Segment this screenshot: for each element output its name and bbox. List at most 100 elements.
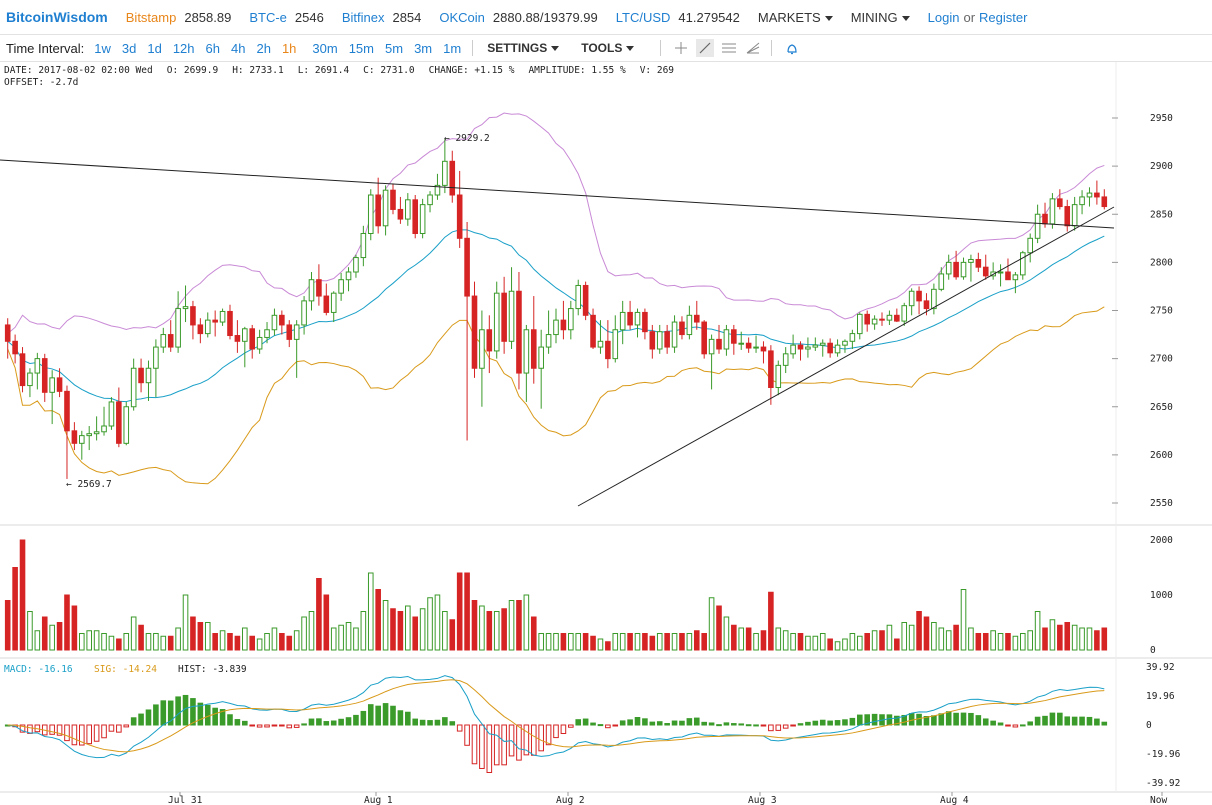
candle-body: [1005, 271, 1011, 281]
trendline-tool-icon[interactable]: [696, 39, 715, 57]
volume-bar: [405, 605, 411, 651]
macd-histogram-bar: [442, 717, 448, 726]
candle-body: [375, 194, 381, 227]
macd-histogram-bar: [375, 705, 381, 726]
interval-1m[interactable]: 1m: [443, 40, 462, 56]
candle-body: [130, 367, 137, 408]
bell-alert-icon[interactable]: [783, 39, 801, 57]
volume-bar: [656, 633, 663, 651]
interval-1d[interactable]: 1d: [147, 40, 162, 56]
candle-body: [108, 401, 115, 427]
volume-bar: [330, 627, 337, 651]
macd-histogram-bar: [138, 713, 144, 726]
market-2-name[interactable]: Bitfinex: [341, 9, 385, 25]
volume-bar: [760, 630, 767, 651]
price-tick-label: 2650: [1150, 402, 1173, 413]
volume-bar: [345, 622, 352, 651]
volume-bar: [4, 600, 11, 651]
macd-legend-signal: SIG: -14.24: [94, 664, 157, 675]
brand-logo[interactable]: BitcoinWisdom: [6, 9, 108, 25]
candle-body: [330, 292, 337, 313]
interval-3m[interactable]: 3m: [414, 40, 433, 56]
interval-6h[interactable]: 6h: [205, 40, 220, 56]
interval-1w[interactable]: 1w: [94, 40, 111, 56]
interval-3d[interactable]: 3d: [121, 40, 137, 56]
market-3-name[interactable]: OKCoin: [439, 9, 485, 25]
macd-histogram-bar: [234, 719, 241, 726]
volume-bar: [249, 635, 256, 651]
macd-histogram-bar: [1049, 712, 1056, 726]
volume-bar: [279, 633, 285, 651]
tools-menu[interactable]: TOOLS: [581, 41, 646, 55]
candle-body: [249, 328, 256, 350]
volume-bar: [649, 635, 656, 651]
interval-30m[interactable]: 30m: [312, 40, 338, 56]
volume-bar: [1034, 611, 1041, 651]
candle-body: [86, 433, 93, 437]
volume-bar: [894, 638, 900, 651]
interval-2h[interactable]: 2h: [256, 40, 271, 56]
volume-bar: [71, 605, 78, 651]
macd-histogram-bar: [916, 713, 922, 726]
volume-bar: [516, 600, 522, 651]
info-amplitude: AMPLITUDE: 1.55 %: [528, 65, 626, 76]
candle-body: [197, 324, 204, 335]
candle-body: [271, 314, 278, 331]
macd-histogram-bar: [968, 712, 974, 726]
volume-bar: [375, 589, 381, 651]
volume-bar: [708, 597, 715, 651]
macd-histogram-bar: [130, 717, 137, 726]
candle-body: [753, 346, 759, 349]
candle-body: [679, 321, 685, 336]
volume-bar: [101, 633, 107, 651]
candle-body: [842, 340, 848, 346]
volume-bar: [864, 633, 870, 651]
macd-legend-macd: MACD: -16.16: [4, 664, 73, 675]
date-label: Aug 2: [556, 795, 585, 805]
crosshair-icon[interactable]: [672, 39, 690, 57]
macd-histogram-bar: [997, 722, 1004, 726]
volume-bar: [367, 572, 374, 651]
high-annotation: ← 2929.2: [444, 133, 490, 144]
candle-body: [605, 340, 611, 360]
price-tick-label: 2700: [1150, 354, 1173, 365]
market-1-name[interactable]: BTC-e: [249, 9, 287, 25]
login-link[interactable]: Login: [927, 9, 960, 25]
market-4-name[interactable]: LTC/USD: [615, 9, 671, 25]
date-label: Jul 31: [168, 795, 203, 805]
interval-5m[interactable]: 5m: [385, 40, 404, 56]
settings-menu[interactable]: SETTINGS: [487, 41, 571, 55]
interval-12h[interactable]: 12h: [172, 40, 195, 56]
volume-bar: [41, 616, 48, 651]
info-low: L: 2691.4: [297, 65, 350, 76]
interval-15m[interactable]: 15m: [348, 40, 374, 56]
volume-bar: [671, 633, 678, 651]
volume-bar: [12, 567, 18, 651]
candle-body: [768, 350, 774, 388]
info-date: DATE: 2017-08-02 02:00 Wed: [4, 65, 153, 76]
macd-histogram-bar: [805, 721, 811, 726]
volume-bar: [834, 641, 841, 651]
macd-histogram-bar: [523, 724, 530, 756]
interval-4h[interactable]: 4h: [231, 40, 246, 56]
macd-histogram-bar: [745, 724, 752, 727]
horizontal-lines-icon[interactable]: [720, 39, 738, 57]
fibonacci-fan-icon[interactable]: [744, 39, 762, 57]
macd-histogram-bar: [560, 724, 567, 735]
register-link[interactable]: Register: [979, 9, 1028, 25]
volume-bar: [886, 624, 893, 651]
volume-bar: [968, 627, 974, 651]
macd-histogram-bar: [1012, 724, 1019, 728]
macd-histogram-bar: [819, 719, 826, 726]
macd-histogram-bar: [716, 724, 722, 727]
macd-histogram-bar: [479, 724, 485, 769]
mining-menu[interactable]: MINING: [851, 10, 922, 25]
candle-body: [79, 435, 85, 444]
volume-bar: [908, 624, 915, 651]
market-0-name[interactable]: Bitstamp: [125, 9, 177, 25]
markets-menu[interactable]: MARKETS: [758, 10, 845, 25]
interval-1h[interactable]: 1h: [281, 40, 297, 56]
volume-bar: [1071, 624, 1078, 651]
price-tick-label: 2950: [1150, 113, 1173, 124]
